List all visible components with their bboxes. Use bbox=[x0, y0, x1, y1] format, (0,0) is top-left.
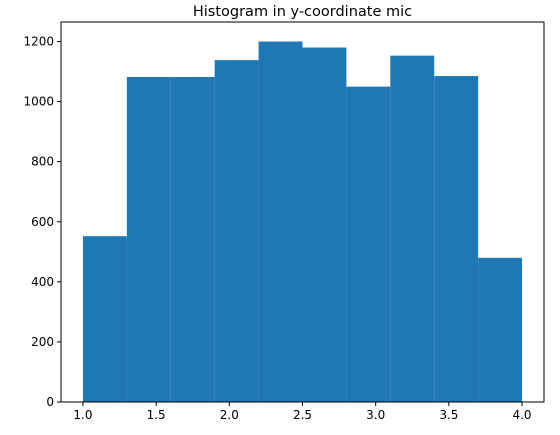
axes-frame bbox=[60, 21, 545, 403]
histogram-bar bbox=[302, 47, 347, 402]
y-tick-label: 200 bbox=[31, 335, 54, 349]
histogram-bar bbox=[434, 76, 479, 403]
histogram-bar bbox=[390, 55, 435, 403]
histogram-bar bbox=[258, 41, 303, 402]
x-tick-label: 4.0 bbox=[512, 408, 531, 422]
x-tick-label: 3.0 bbox=[366, 408, 385, 422]
chart-title: Histogram in y-coordinate mic bbox=[193, 4, 412, 20]
x-tick-label: 2.0 bbox=[220, 408, 239, 422]
x-tick-label: 1.0 bbox=[73, 408, 92, 422]
y-tick-label: 400 bbox=[31, 275, 54, 289]
histogram-bar bbox=[126, 76, 171, 403]
histogram-bar bbox=[170, 76, 215, 403]
y-tick-label: 0 bbox=[46, 395, 54, 409]
y-axis-ticks: 0 200 400 600 800 1000 1200 bbox=[23, 35, 61, 409]
histogram-bar bbox=[478, 257, 523, 402]
histogram-bar bbox=[82, 236, 127, 402]
y-tick-label: 800 bbox=[31, 155, 54, 169]
x-axis-ticks: 1.0 1.5 2.0 2.5 3.0 3.5 4.0 bbox=[73, 402, 532, 422]
histogram-bar bbox=[346, 86, 391, 402]
bars-group bbox=[82, 41, 523, 403]
x-tick-label: 1.5 bbox=[147, 408, 166, 422]
y-tick-label: 1200 bbox=[23, 35, 54, 49]
y-tick-label: 600 bbox=[31, 215, 54, 229]
histogram-bar bbox=[214, 60, 259, 402]
x-tick-label: 2.5 bbox=[293, 408, 312, 422]
y-tick-label: 1000 bbox=[23, 95, 54, 109]
x-tick-label: 3.5 bbox=[439, 408, 458, 422]
